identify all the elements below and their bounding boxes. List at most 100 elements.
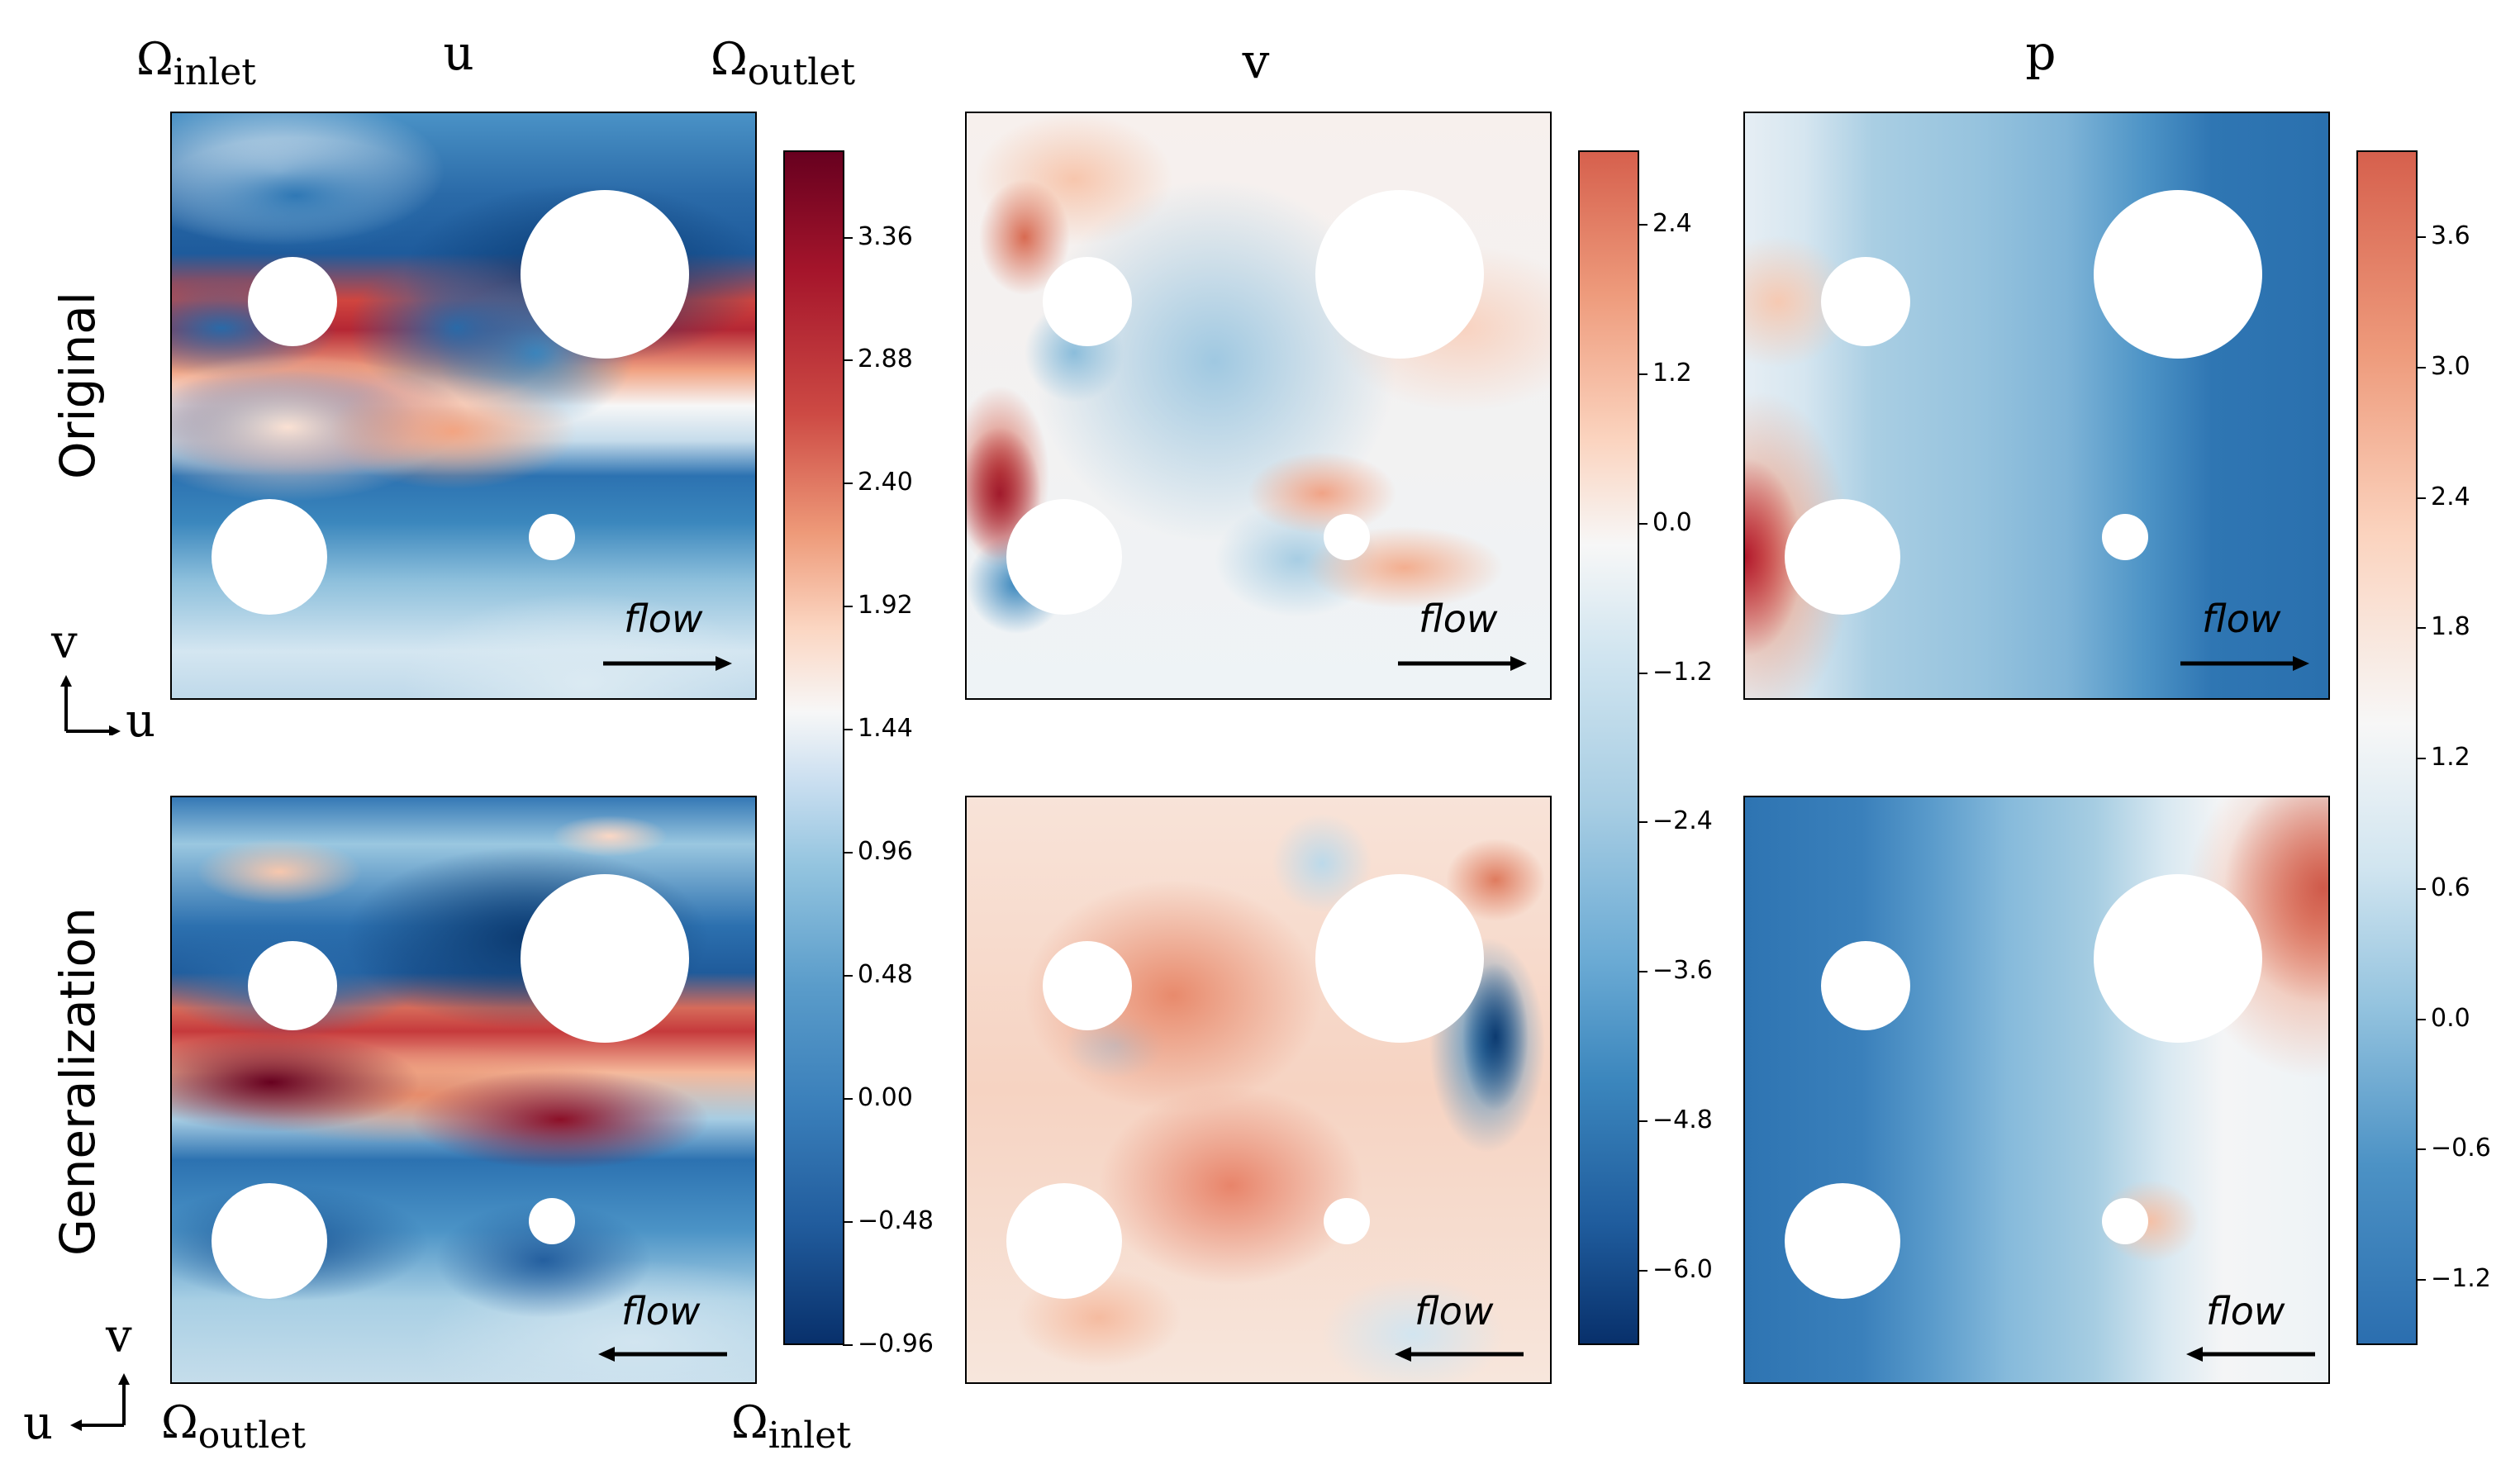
colorbar-tick-mark bbox=[2416, 366, 2426, 368]
colorbar-tick-mark bbox=[1638, 1120, 1648, 1122]
colorbar-tick-mark bbox=[2416, 497, 2426, 499]
colorbar-tick-mark bbox=[1638, 522, 1648, 525]
obstacle-circle bbox=[521, 190, 689, 359]
colorbar-tick-label: 2.40 bbox=[858, 468, 913, 497]
colorbar-tick-mark bbox=[843, 606, 853, 608]
flow-label: flow bbox=[1419, 597, 1498, 641]
colorbar-tick-mark bbox=[2416, 627, 2426, 630]
obstacle-circle bbox=[2094, 190, 2262, 359]
colorbar-tick-label: 2.4 bbox=[2431, 482, 2470, 511]
colorbar-tick-label: −1.2 bbox=[1652, 657, 1713, 687]
panel-p-generalization bbox=[1743, 796, 2330, 1384]
axis-v-top: v bbox=[51, 616, 78, 669]
panel-p-original bbox=[1743, 112, 2330, 700]
colorbar-v bbox=[1578, 150, 1639, 1345]
obstacle-circle bbox=[212, 499, 327, 615]
flow-label: flow bbox=[1415, 1289, 1494, 1334]
colorbar-tick-label: 0.6 bbox=[2431, 873, 2470, 902]
obstacle-circle bbox=[1324, 514, 1370, 560]
colorbar-tick-label: −0.96 bbox=[858, 1329, 934, 1358]
colorbar-tick-mark bbox=[2416, 758, 2426, 760]
obstacle-circle bbox=[2094, 874, 2262, 1043]
colorbar-tick-label: 0.0 bbox=[1652, 507, 1692, 537]
colorbar-tick-mark bbox=[2416, 1148, 2426, 1151]
colorbar-tick-mark bbox=[1638, 821, 1648, 824]
flow-arrow-right bbox=[2180, 656, 2309, 671]
colorbar-tick-label: 1.2 bbox=[1652, 359, 1692, 388]
row-label-original: Original bbox=[50, 292, 106, 479]
obstacle-circle bbox=[1821, 941, 1910, 1030]
flow-label: flow bbox=[621, 1289, 701, 1334]
colorbar-tick-label: 1.44 bbox=[858, 714, 913, 744]
flow-arrow-left bbox=[2186, 1347, 2315, 1362]
colorbar-tick-label: 0.00 bbox=[858, 1083, 913, 1113]
colorbar-u bbox=[783, 150, 844, 1345]
colorbar-tick-mark bbox=[2416, 1279, 2426, 1281]
colorbar-tick-mark bbox=[1638, 224, 1648, 226]
flow-arrow-left bbox=[1395, 1347, 1524, 1362]
colorbar-tick-label: 3.0 bbox=[2431, 351, 2470, 381]
colorbar-tick-mark bbox=[843, 975, 853, 977]
colorbar-tick-label: 2.88 bbox=[858, 345, 913, 374]
obstacle-circle bbox=[1043, 257, 1132, 346]
colorbar-tick-label: −0.6 bbox=[2431, 1134, 2491, 1163]
colorbar-tick-label: −3.6 bbox=[1652, 956, 1713, 986]
axis-v-bottom: v bbox=[106, 1310, 132, 1363]
colorbar-tick-label: −1.2 bbox=[2431, 1264, 2491, 1294]
obstacle-circle bbox=[1006, 1183, 1122, 1299]
axis-arrows-top bbox=[60, 675, 121, 735]
obstacle-circle bbox=[1315, 190, 1484, 359]
panel-u-generalization bbox=[170, 796, 757, 1384]
title-v: v bbox=[1242, 33, 1270, 89]
obstacle-circle bbox=[1785, 1183, 1900, 1299]
colorbar-p bbox=[2356, 150, 2418, 1345]
colorbar-tick-mark bbox=[1638, 373, 1648, 376]
colorbar-tick-label: 2.4 bbox=[1652, 209, 1692, 239]
title-u: u bbox=[443, 25, 474, 81]
colorbar-tick-mark bbox=[2416, 1018, 2426, 1020]
obstacle-circle bbox=[1315, 874, 1484, 1043]
colorbar-tick-label: −6.0 bbox=[1652, 1254, 1713, 1284]
obstacle-circle bbox=[1006, 499, 1122, 615]
omega-inlet-top: Ωinlet bbox=[136, 33, 256, 93]
colorbar-tick-label: 3.36 bbox=[858, 221, 913, 251]
flow-label: flow bbox=[2206, 1289, 2285, 1334]
colorbar-tick-mark bbox=[843, 359, 853, 362]
colorbar-tick-mark bbox=[843, 236, 853, 239]
obstacle-circle bbox=[212, 1183, 327, 1299]
axis-arrows-bottom bbox=[70, 1373, 130, 1431]
obstacle-circle bbox=[2102, 1198, 2148, 1244]
flow-label: flow bbox=[2202, 597, 2281, 641]
colorbar-tick-mark bbox=[2416, 236, 2426, 239]
obstacle-circle bbox=[1043, 941, 1132, 1030]
panel-v-generalization bbox=[965, 796, 1552, 1384]
row-label-generalization: Generalization bbox=[50, 907, 106, 1256]
colorbar-tick-mark bbox=[843, 852, 853, 854]
colorbar-tick-mark bbox=[1638, 1269, 1648, 1272]
colorbar-tick-mark bbox=[843, 1344, 853, 1346]
obstacle-circle bbox=[529, 514, 575, 560]
colorbar-tick-label: −2.4 bbox=[1652, 806, 1713, 836]
panel-u-original bbox=[170, 112, 757, 700]
obstacle-circle bbox=[1821, 257, 1910, 346]
axis-u-bottom: u bbox=[23, 1396, 54, 1450]
obstacle-circle bbox=[529, 1198, 575, 1244]
colorbar-tick-mark bbox=[2416, 887, 2426, 890]
colorbar-tick-label: 3.6 bbox=[2431, 221, 2470, 251]
flow-arrow-left bbox=[598, 1347, 727, 1362]
colorbar-tick-label: −0.48 bbox=[858, 1206, 934, 1236]
colorbar-tick-mark bbox=[843, 1221, 853, 1224]
colorbar-tick-label: 0.48 bbox=[858, 960, 913, 990]
omega-outlet-top: Ωoutlet bbox=[711, 33, 856, 93]
colorbar-tick-label: 1.92 bbox=[858, 591, 913, 621]
obstacle-circle bbox=[1324, 1198, 1370, 1244]
colorbar-tick-mark bbox=[1638, 971, 1648, 973]
obstacle-circle bbox=[248, 257, 337, 346]
colorbar-tick-mark bbox=[843, 729, 853, 731]
axis-u-top: u bbox=[126, 694, 156, 748]
colorbar-tick-label: 0.0 bbox=[2431, 1003, 2470, 1033]
flow-label: flow bbox=[624, 597, 703, 641]
panel-v-original bbox=[965, 112, 1552, 700]
obstacle-circle bbox=[1785, 499, 1900, 615]
obstacle-circle bbox=[248, 941, 337, 1030]
